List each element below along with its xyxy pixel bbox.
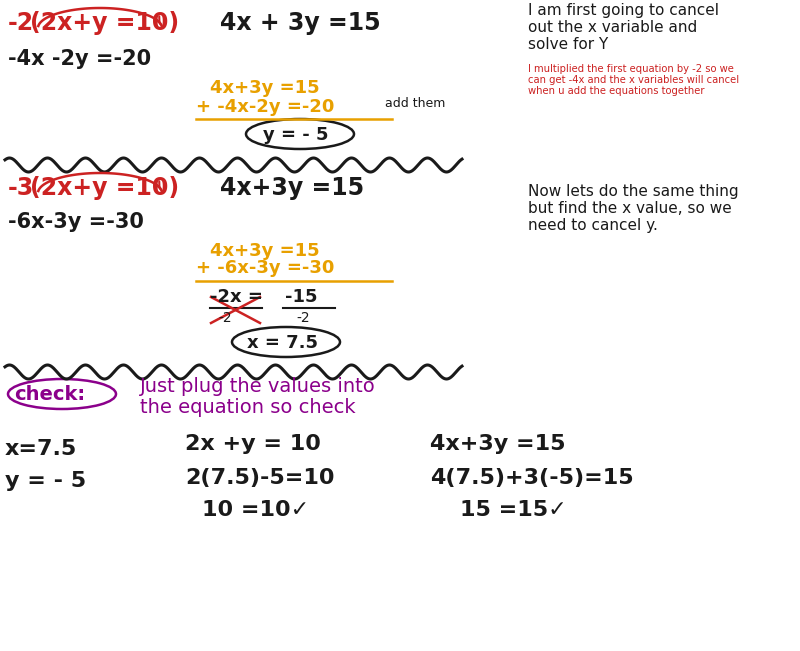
Text: can get -4x and the x variables will cancel: can get -4x and the x variables will can…: [528, 75, 739, 85]
Text: check:: check:: [14, 385, 85, 404]
Text: -4x -2y =-20: -4x -2y =-20: [8, 49, 151, 69]
Text: + -4x-2y =-20: + -4x-2y =-20: [196, 98, 334, 116]
Text: y = - 5: y = - 5: [5, 471, 86, 491]
Text: -15: -15: [285, 288, 318, 306]
Text: x = 7.5: x = 7.5: [247, 334, 318, 352]
Text: -2: -2: [8, 11, 34, 35]
Text: add them: add them: [385, 97, 446, 110]
Text: but find the x value, so we: but find the x value, so we: [528, 201, 732, 216]
Text: when u add the equations together: when u add the equations together: [528, 86, 705, 96]
Text: 4x+3y =15: 4x+3y =15: [210, 79, 320, 97]
Text: Now lets do the same thing: Now lets do the same thing: [528, 184, 738, 199]
Text: 10 =10✓: 10 =10✓: [202, 500, 310, 520]
Text: -2x =: -2x =: [210, 288, 263, 306]
Text: -2: -2: [296, 311, 310, 325]
Text: -6x-3y =-30: -6x-3y =-30: [8, 212, 144, 232]
Text: out the x variable and: out the x variable and: [528, 20, 698, 35]
Text: (2x+y =10): (2x+y =10): [30, 176, 179, 200]
Text: need to cancel y.: need to cancel y.: [528, 218, 658, 233]
Text: x=7.5: x=7.5: [5, 439, 78, 459]
Text: -3: -3: [8, 176, 34, 200]
Text: 15 =15✓: 15 =15✓: [460, 500, 566, 520]
Text: solve for Y: solve for Y: [528, 37, 608, 52]
Text: I am first going to cancel: I am first going to cancel: [528, 3, 719, 18]
Text: 4x+3y =15: 4x+3y =15: [220, 176, 364, 200]
Text: + -6x-3y =-30: + -6x-3y =-30: [196, 259, 334, 277]
Text: 4x+3y =15: 4x+3y =15: [430, 434, 566, 454]
Text: y = - 5: y = - 5: [263, 126, 329, 144]
Text: 4x+3y =15: 4x+3y =15: [210, 242, 320, 260]
Text: 2(7.5)-5=10: 2(7.5)-5=10: [185, 468, 334, 488]
Text: (2x+y =10): (2x+y =10): [30, 11, 179, 35]
Text: the equation so check: the equation so check: [140, 398, 356, 417]
Text: 2x +y = 10: 2x +y = 10: [185, 434, 321, 454]
Text: 4(7.5)+3(-5)=15: 4(7.5)+3(-5)=15: [430, 468, 634, 488]
Text: I multiplied the first equation by -2 so we: I multiplied the first equation by -2 so…: [528, 64, 734, 74]
Text: 4x + 3y =15: 4x + 3y =15: [220, 11, 381, 35]
Text: -2: -2: [218, 311, 232, 325]
Text: Just plug the values into: Just plug the values into: [140, 377, 376, 396]
